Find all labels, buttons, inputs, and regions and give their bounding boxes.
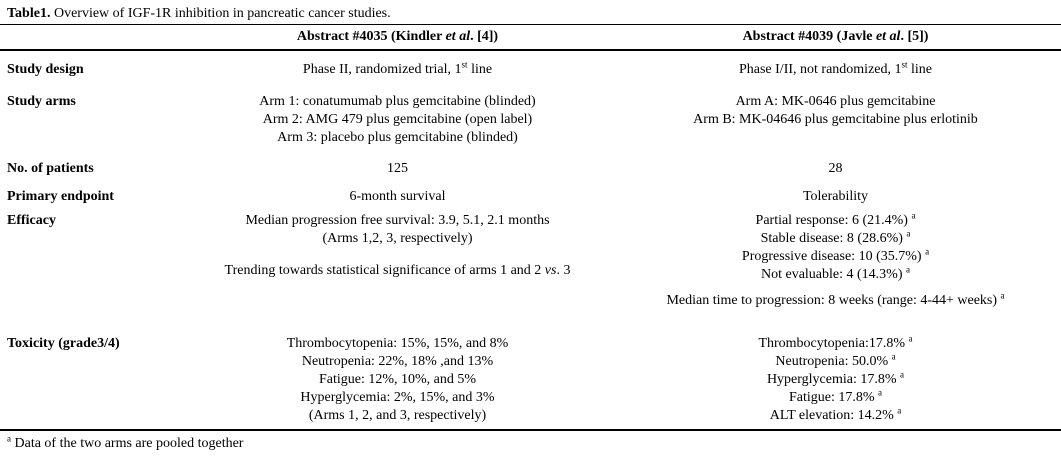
cell-endpoint-4039: Tolerability [802,189,869,204]
footnote-marker-a: a [925,246,930,257]
toxicity-line: Neutropenia: 22%, 18% ,and 13% [301,354,494,369]
row-label-endpoint: Primary endpoint [7,189,114,204]
column-header-abstract-4035: Abstract #4035 (Kindler et al. [4]) [185,28,610,46]
cell-study-design-4039: Phase I/II, not randomized, 1st line [738,59,933,77]
cell-toxicity-4039: Thrombocytopenia:17.8% a Neutropenia: 50… [610,333,1061,425]
footnote-marker-a: a [1000,290,1005,301]
row-label-efficacy: Efficacy [7,213,56,228]
cell-study-arms-4035: Arm 1: conatumumab plus gemcitabine (bli… [185,93,610,147]
column-header-abstract-4039: Abstract #4039 (Javle et al. [5]) [610,28,1061,46]
cell-patients-4039: 28 [828,161,843,176]
efficacy-line: Not evaluable: 4 (14.3%) a [760,264,910,282]
cell-study-arms-4039: Arm A: MK-0646 plus gemcitabine Arm B: M… [610,93,1061,147]
toxicity-line: Fatigue: 12%, 10%, and 5% [318,372,477,387]
efficacy-line: Progressive disease: 10 (35.7%) a [741,246,930,264]
table-row-study-design: Study design Phase II, randomized trial,… [0,59,1061,79]
efficacy-line: (Arms 1,2, 3, respectively) [322,231,473,246]
table-body: Study design Phase II, randomized trial,… [0,59,1061,429]
table-caption-text: Overview of IGF-1R inhibition in pancrea… [50,6,391,21]
header-4039-text: Abstract #4039 (Javle [742,29,876,44]
arm-line: Arm 2: AMG 479 plus gemcitabine (open la… [262,112,533,127]
row-label-study-arms: Study arms [7,94,76,109]
efficacy-line: Median progression free survival: 3.9, 5… [245,213,550,228]
table-row-patients: No. of patients 125 28 [0,160,1061,178]
cell-endpoint-4035: 6-month survival [349,189,446,204]
footnote-marker-a: a [908,333,913,344]
table-row-study-arms: Study arms Arm 1: conatumumab plus gemci… [0,93,1061,147]
footnote-marker-a: a [897,405,902,416]
toxicity-line: Hyperglycemia: 2%, 15%, and 3% [300,390,495,405]
table-row-toxicity: Toxicity (grade3/4) Thrombocytopenia: 15… [0,333,1061,425]
efficacy-median-time-line: Median time to progression: 8 weeks (ran… [666,290,1005,308]
table-caption: Table1. Overview of IGF-1R inhibition in… [0,0,1061,24]
toxicity-line: (Arms 1, 2, and 3, respectively) [308,408,487,423]
header-rule [0,49,1061,51]
efficacy-line: Partial response: 6 (21.4%) a [755,210,916,228]
footnote-marker-a: a [891,351,896,362]
header-4035-ref: . [4]) [470,29,499,44]
arm-line: Arm B: MK-04646 plus gemcitabine plus er… [693,112,978,127]
toxicity-line: Neutropenia: 50.0% a [775,351,896,369]
footnote-marker-a: a [878,387,883,398]
toxicity-line: ALT elevation: 14.2% a [769,405,902,423]
footnote-text: Data of the two arms are pooled together [11,436,244,451]
footnote-marker-a: a [900,369,905,380]
toxicity-line: Hyperglycemia: 17.8% a [766,369,905,387]
cell-toxicity-4035: Thrombocytopenia: 15%, 15%, and 8% Neutr… [185,335,610,425]
arm-line: Arm A: MK-0646 plus gemcitabine [735,94,936,109]
footnote-marker-a: a [906,264,910,275]
table-row-endpoint: Primary endpoint 6-month survival Tolera… [0,188,1061,206]
footnote-marker-a: a [906,228,911,239]
cell-study-design-4035: Phase II, randomized trial, 1st line [302,59,493,77]
header-4035-text: Abstract #4035 (Kindler [296,29,446,44]
toxicity-line: Thrombocytopenia: 15%, 15%, and 8% [286,336,509,351]
row-label-patients: No. of patients [7,161,94,176]
bottom-rule [0,429,1061,431]
table-header-row: Abstract #4035 (Kindler et al. [4]) Abst… [0,25,1061,49]
header-4035-etal: et al [445,29,471,44]
header-4039-etal: et al [875,29,901,44]
toxicity-line: Thrombocytopenia:17.8% a [758,333,913,351]
superscript-st: st [901,59,908,70]
arm-line: Arm 3: placebo plus gemcitabine (blinded… [277,130,518,145]
row-label-toxicity: Toxicity (grade3/4) [7,336,120,351]
efficacy-trend-line: Trending towards statistical significanc… [224,263,571,278]
header-4039-ref: . [5]) [900,29,929,44]
table-row-efficacy: Efficacy Median progression free surviva… [0,210,1061,310]
efficacy-line: Stable disease: 8 (28.6%) a [760,228,911,246]
arm-line: Arm 1: conatumumab plus gemcitabine (bli… [259,94,536,109]
row-label-study-design: Study design [7,62,84,77]
caption-rule [0,24,1061,25]
cell-efficacy-4039: Partial response: 6 (21.4%) a Stable dis… [610,210,1061,310]
table-footnote: a Data of the two arms are pooled togeth… [0,433,1061,453]
header-spacer [0,28,185,46]
footnote-marker-a: a [911,210,916,221]
footnote-marker-a: a [7,433,11,444]
superscript-st: st [461,59,468,70]
cell-efficacy-4035: Median progression free survival: 3.9, 5… [185,212,610,310]
table-caption-number: Table1. [7,6,51,21]
toxicity-line: Fatigue: 17.8% a [788,387,883,405]
cell-patients-4035: 125 [387,161,408,176]
